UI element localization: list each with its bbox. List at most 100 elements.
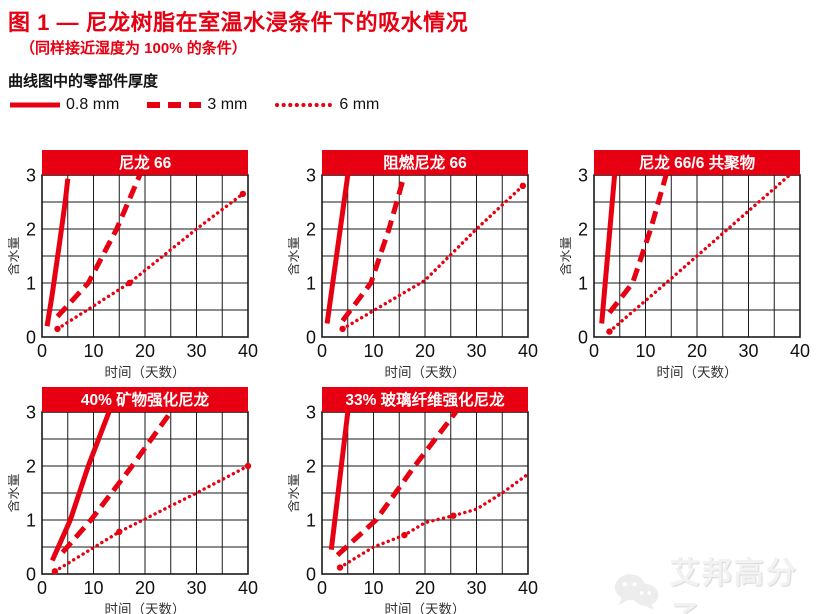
y-axis-tick-label: 2 [306,457,316,477]
x-axis-tick-label: 10 [83,341,103,361]
x-axis-tick-label: 0 [589,341,599,361]
series-line-solid [44,178,71,327]
x-axis-title: 时间（天数） [105,602,186,614]
series-line-dashed [335,411,458,557]
y-axis-tick-label: 2 [306,220,316,240]
chat-bubbles-logo-icon [614,574,659,611]
series-line-dotted [607,174,792,334]
chart-banner [322,387,528,412]
series-line-dotted [338,472,528,570]
x-axis-tick-label: 20 [135,341,155,361]
data-point-marker [339,325,346,333]
data-point-marker [126,279,133,287]
y-axis-tick-label: 1 [578,274,588,294]
x-axis-tick-label: 0 [37,578,47,598]
y-axis-title: 含水量 [288,473,301,512]
x-axis-tick-label: 20 [415,341,435,361]
x-axis-tick-label: 40 [518,578,538,598]
chart-title: 40% 矿物强化尼龙 [81,390,210,409]
y-axis-title: 含水量 [8,473,21,512]
x-axis-title: 时间（天数） [385,602,466,614]
chart-banner [42,387,248,412]
thickness-heading: 曲线图中的零部件厚度 [8,73,159,90]
x-axis-title: 时间（天数） [657,365,738,380]
series-line-solid [599,174,618,324]
x-axis-tick-label: 30 [466,578,486,598]
x-axis-tick-label: 40 [238,578,258,598]
solid-line-swatch-icon [10,102,60,108]
x-axis-tick-label: 30 [186,578,206,598]
series-line-dotted [55,192,245,331]
chart-banner [42,150,248,175]
watermark: 艾邦高分子 [612,548,823,614]
y-axis-tick-label: 3 [26,403,36,423]
legend-label: 0.8 mm [66,96,120,113]
y-axis-tick-label: 0 [26,565,36,585]
y-axis-tick-label: 1 [306,274,316,294]
y-axis-tick-label: 0 [306,328,316,348]
series-line-solid [50,411,112,562]
y-axis-tick-label: 1 [26,511,36,531]
dotted-line-swatch-icon [275,103,336,107]
x-axis-tick-label: 20 [415,578,435,598]
y-axis-title: 含水量 [8,236,21,275]
chart-title: 尼龙 66/6 共聚物 [639,153,756,172]
x-axis-tick-label: 30 [738,341,758,361]
y-axis-tick-label: 2 [578,220,588,240]
series-line-dashed [340,174,407,323]
chart-title: 33% 玻璃纤维强化尼龙 [345,390,505,409]
x-axis-tick-label: 40 [518,341,538,361]
chart-banner [322,150,528,175]
x-axis-tick-label: 30 [466,341,486,361]
data-point-marker [450,512,457,519]
legend-label: 6 mm [339,96,380,113]
y-axis-tick-label: 0 [26,328,36,348]
series-line-solid [328,411,351,550]
chart-title: 阻燃尼龙 66 [383,153,467,172]
data-point-marker [116,528,123,536]
x-axis-tick-label: 40 [790,341,810,361]
chart-title: 尼龙 66 [119,153,172,172]
x-axis-tick-label: 10 [83,578,103,598]
y-axis-tick-label: 3 [306,403,316,423]
y-axis-tick-label: 1 [26,274,36,294]
series-line-solid [324,174,351,324]
legend: 0.8 mm 3 mm 6 mm [8,96,379,114]
y-axis-tick-label: 3 [306,166,316,186]
legend-item-3mm: 3 mm [145,96,247,114]
x-axis-tick-label: 10 [635,341,655,361]
y-axis-tick-label: 1 [306,511,316,531]
data-point-marker [51,568,59,575]
y-axis-tick-label: 0 [578,328,588,348]
y-axis-title: 含水量 [288,236,301,275]
y-axis-tick-label: 2 [26,457,36,477]
data-point-marker [401,531,408,539]
x-axis-tick-label: 0 [317,341,327,361]
x-axis-tick-label: 40 [238,341,258,361]
y-axis-tick-label: 2 [26,220,36,240]
series-line-dotted [340,184,525,331]
x-axis-title: 时间（天数） [385,365,466,380]
data-point-marker [519,182,527,189]
dashed-line-swatch-icon [147,102,202,108]
x-axis-tick-label: 10 [363,578,383,598]
y-axis-tick-label: 3 [26,166,36,186]
data-point-marker [239,190,247,198]
data-point-marker [336,564,344,571]
x-axis-title: 时间（天数） [105,365,186,380]
y-axis-tick-label: 0 [306,565,316,585]
data-point-marker [244,462,252,470]
x-axis-tick-label: 30 [186,341,206,361]
series-line-dashed [55,174,143,319]
figure-subtitle: （同样接近湿度为 100% 的条件） [20,40,247,57]
series-line-dotted [53,464,248,573]
figure-title: 图 1 — 尼龙树脂在室温水浸条件下的吸水情况 [8,10,469,35]
series-line-dashed [60,411,173,555]
x-axis-tick-label: 0 [37,341,47,361]
legend-item-0.8mm: 0.8 mm [8,96,119,114]
x-axis-tick-label: 20 [135,578,155,598]
x-axis-tick-label: 10 [363,341,383,361]
